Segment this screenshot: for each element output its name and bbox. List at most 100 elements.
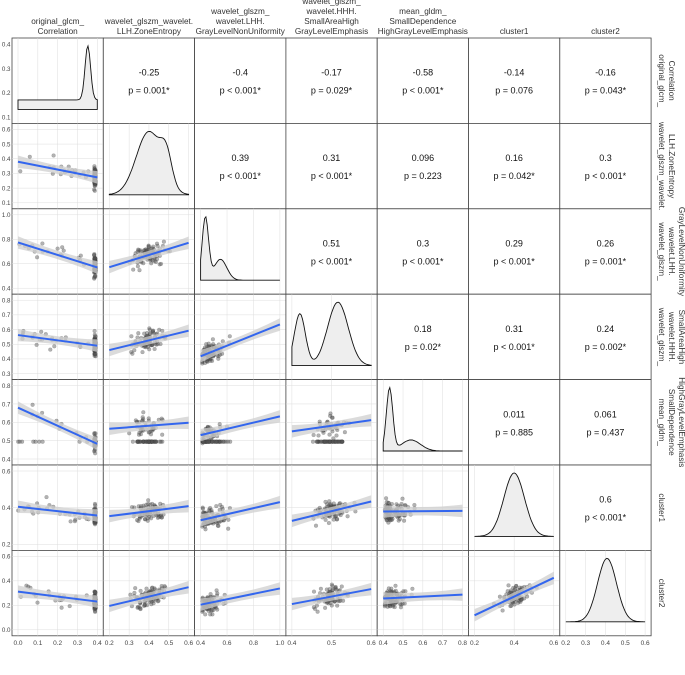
scatter-point [158,341,163,347]
y-tick-label: 0.4 [2,286,11,293]
scatter-point [334,587,339,592]
density-curve-6 [565,557,646,623]
regression-line [200,323,281,358]
x-tick-label: 0.5 [327,640,336,647]
scatter-point [392,605,397,610]
regression-line [474,576,555,617]
scatter-point [161,239,166,244]
scatter-point [519,597,524,603]
p-value: p < 0.001* [220,86,262,96]
scatter-point [334,439,339,444]
scatter-point [37,439,42,444]
scatter-point [323,439,328,444]
scatter-point [155,599,160,604]
scatter-point [206,439,211,444]
scatter-point [333,584,338,590]
panel-frame [285,123,378,210]
density-curve-5 [474,472,554,537]
x-tick-label: 0.4 [196,640,205,647]
scatter-point [142,331,147,336]
y-tick-label: 0.8 [2,383,11,390]
scatter-point [154,439,159,444]
y-tick-label: 0.2 [2,90,11,97]
scatter-point [137,439,142,444]
y-tick-label: 0.5 [2,438,11,445]
scatter-point [149,602,154,607]
panel-frame [468,37,561,124]
scatter-point [141,503,146,508]
row-label-5: cluster1 [657,493,666,522]
scatter-point [209,608,215,613]
scatter-point [35,255,40,260]
scatter-point [216,356,221,361]
p-value: p = 0.076 [495,86,533,96]
column-header-3: GrayLevelEmphasis [295,27,368,36]
scatter-point [148,331,153,336]
scatter-point [141,439,146,444]
scatter-point [160,439,165,444]
scatter-point [135,439,140,444]
scatter-point [209,508,214,513]
scatter-point [207,439,212,444]
scatter-point [135,439,140,444]
row-label-1: LLH.ZoneEntropy [667,134,676,199]
scatter-point [93,354,98,359]
p-value: p < 0.001* [311,257,353,267]
scatter-point [146,243,151,248]
x-tick-label: 0.2 [470,640,479,647]
scatter-point [215,591,220,596]
scatter-point [333,585,338,590]
correlation-coefficient: 0.18 [414,324,432,334]
correlation-coefficient: 0.26 [597,239,615,249]
scatter-point [206,439,212,444]
scatter-point [151,328,156,333]
scatter-point [130,351,135,356]
scatter-point [387,603,392,608]
scatter-point [92,351,97,356]
x-tick-label: 0.5 [621,640,630,647]
scatter-point [92,274,97,279]
scatter-point [133,586,138,591]
scatter-point [135,604,141,609]
scatter-point [159,515,164,520]
scatter-point [204,342,209,347]
scatter-point [327,439,332,444]
panel-frame [376,208,469,295]
scatter-point [217,439,222,444]
scatter-point [321,439,326,444]
scatter-point [330,584,335,589]
scatter-point [208,358,213,363]
scatter-point [150,439,155,444]
y-tick-label: 0.4 [2,578,11,585]
scatter-point [144,502,149,507]
scatter-point [385,604,390,609]
p-value: p < 0.001* [585,171,627,181]
scatter-point [27,154,32,159]
scatter-point [68,519,73,524]
scatter-point [322,439,327,444]
scatter-point [59,605,64,610]
scatter-point [514,584,519,589]
scatter-point [311,605,316,610]
scatter-point [33,439,38,444]
scatter-point [333,439,338,444]
scatter-point [329,603,334,608]
scatter-point [393,583,398,588]
scatter-point [92,184,97,189]
panel-frame [285,37,378,124]
scatter-point [217,439,222,444]
scatter-point [390,604,396,609]
scatter-point [331,436,336,441]
scatter-point [331,439,336,444]
regression-line [17,590,98,603]
column-header-4: HighGrayLevelEmphasis [378,27,468,36]
scatter-point [326,439,331,444]
scatter-point [151,439,157,444]
y-tick-label: 0.0 [2,627,11,634]
scatter-point [154,257,160,262]
scatter-point [327,439,332,444]
scatter-point [142,439,147,444]
scatter-point [92,328,97,334]
x-tick-label: 0.4 [510,640,519,647]
scatter-point [216,523,221,528]
